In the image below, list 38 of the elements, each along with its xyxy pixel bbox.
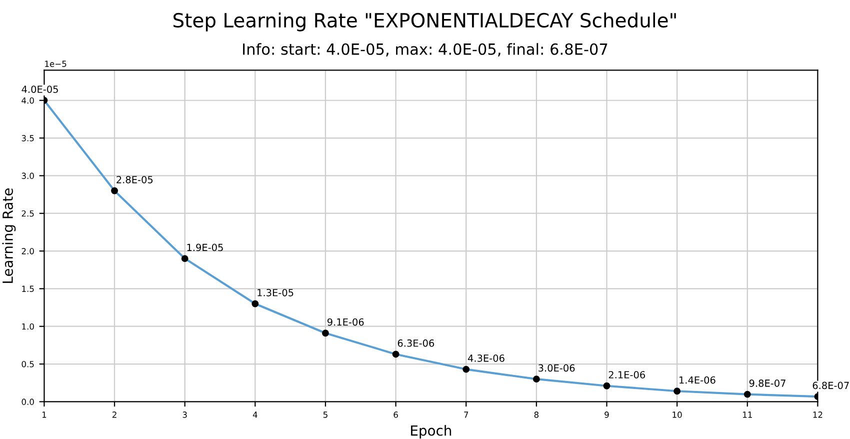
y-axis-title: Learning Rate — [2, 188, 16, 283]
annotation: 1.9E-05 — [187, 244, 223, 252]
x-tick-label: 2 — [112, 412, 116, 418]
annotation: 1.3E-05 — [258, 288, 294, 296]
annotation: 4.0E-05 — [22, 86, 58, 93]
x-tick-label: 9 — [604, 412, 609, 418]
annotation: 4.3E-06 — [468, 354, 504, 362]
x-tick-label: 3 — [182, 412, 187, 418]
chart-subtitle: Info: start: 4.0E-05, max: 4.0E-05, final: 6.8E-07 — [243, 43, 608, 56]
x-tick-label: 10 — [672, 412, 682, 418]
x-tick-label: 1 — [42, 412, 46, 418]
x-tick-label: 5 — [323, 412, 328, 418]
annotation: 2.8E-05 — [116, 176, 153, 184]
x-tick-label: 8 — [534, 412, 539, 418]
annotation: 1.4E-06 — [680, 376, 716, 384]
x-tick-label: 11 — [742, 412, 752, 418]
annotation: 2.1E-06 — [608, 371, 646, 378]
chart-title: Step Learning Rate "EXPONENTIALDECAY Schedule" — [174, 12, 676, 32]
y-tick-label: 3.0 — [22, 172, 34, 179]
x-tick-label: 4 — [252, 412, 258, 418]
y-tick-label: 2.0 — [22, 248, 34, 254]
x-tick-label: 7 — [464, 412, 468, 418]
y-tick-label: 2.5 — [22, 210, 34, 217]
y-tick-label: 1.5 — [22, 286, 34, 292]
annotation: 6.3E-06 — [398, 339, 434, 347]
annotation: 9.8E-07 — [749, 380, 786, 387]
annotation: 3.0E-06 — [538, 364, 575, 372]
y-tick-label: 3.5 — [22, 135, 34, 142]
y-tick-label: 0.0 — [22, 398, 34, 405]
annotation: 9.1E-06 — [327, 318, 364, 326]
x-tick-label: 6 — [394, 412, 398, 418]
x-axis-title: Epoch — [411, 425, 452, 438]
text: 1e−5 — [45, 60, 66, 67]
y-tick-label: 1.0 — [22, 323, 34, 330]
x-tick-label: 12 — [813, 412, 822, 418]
y-tick-label: 0.5 — [22, 361, 34, 368]
annotation: 6.8E-07 — [812, 382, 849, 390]
y-tick-label: 4.0 — [22, 97, 34, 104]
